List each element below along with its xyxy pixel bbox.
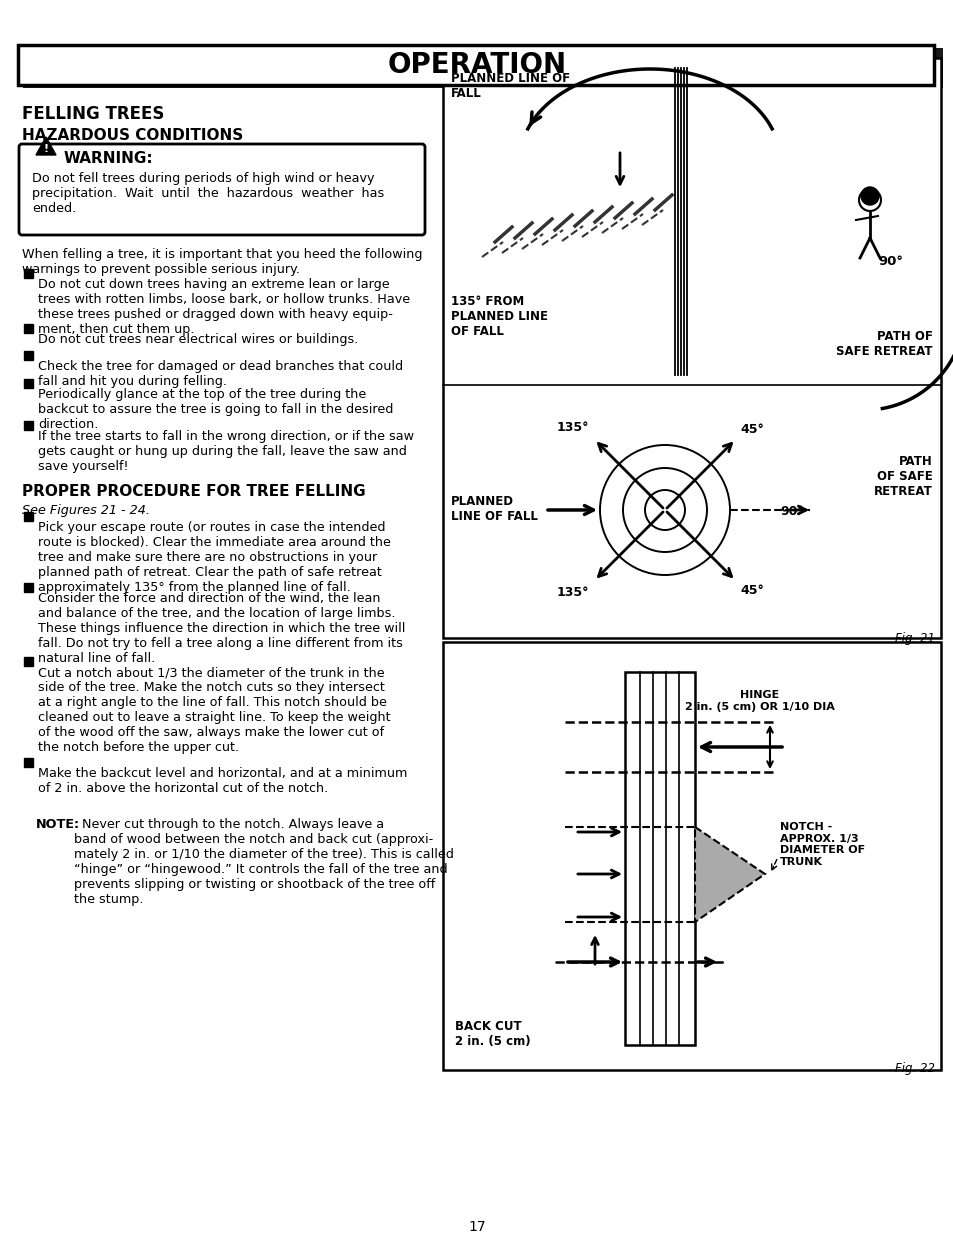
Text: !: ! — [44, 144, 49, 154]
Text: Never cut through to the notch. Always leave a
band of wood between the notch an: Never cut through to the notch. Always l… — [74, 818, 454, 906]
Polygon shape — [24, 583, 33, 592]
Polygon shape — [24, 421, 33, 430]
FancyBboxPatch shape — [23, 48, 942, 88]
Polygon shape — [695, 827, 764, 923]
Polygon shape — [24, 269, 33, 278]
Text: NOTE:: NOTE: — [36, 818, 80, 831]
Polygon shape — [24, 324, 33, 333]
Text: Pick your escape route (or routes in case the intended
route is blocked). Clear : Pick your escape route (or routes in cas… — [38, 521, 391, 594]
Polygon shape — [24, 379, 33, 388]
Text: Fig. 22: Fig. 22 — [894, 1062, 934, 1074]
Polygon shape — [24, 513, 33, 521]
Text: See Figures 21 - 24.: See Figures 21 - 24. — [22, 504, 150, 517]
Text: Periodically glance at the top of the tree during the
backcut to assure the tree: Periodically glance at the top of the tr… — [38, 388, 393, 431]
Circle shape — [858, 189, 880, 211]
Text: HAZARDOUS CONDITIONS: HAZARDOUS CONDITIONS — [22, 128, 243, 143]
Text: BACK CUT
2 in. (5 cm): BACK CUT 2 in. (5 cm) — [455, 1020, 530, 1049]
Text: 17: 17 — [468, 1220, 485, 1234]
Text: Cut a notch about 1/3 the diameter of the trunk in the
side of the tree. Make th: Cut a notch about 1/3 the diameter of th… — [38, 666, 390, 755]
Polygon shape — [24, 758, 33, 767]
Text: Do not fell trees during periods of high wind or heavy
precipitation.  Wait  unt: Do not fell trees during periods of high… — [32, 172, 384, 215]
Text: 45°: 45° — [740, 584, 763, 597]
Polygon shape — [36, 137, 56, 156]
Text: Check the tree for damaged or dead branches that could
fall and hit you during f: Check the tree for damaged or dead branc… — [38, 359, 403, 388]
Text: FELLING TREES: FELLING TREES — [22, 105, 164, 124]
Polygon shape — [24, 657, 33, 666]
Text: WARNING:: WARNING: — [64, 151, 153, 165]
Text: 135°: 135° — [557, 585, 589, 599]
Text: Consider the force and direction of the wind, the lean
and balance of the tree, : Consider the force and direction of the … — [38, 592, 405, 664]
Text: PATH OF
SAFE RETREAT: PATH OF SAFE RETREAT — [836, 330, 932, 358]
Text: PLANNED LINE OF
FALL: PLANNED LINE OF FALL — [451, 72, 570, 100]
Text: If the tree starts to fall in the wrong direction, or if the saw
gets caught or : If the tree starts to fall in the wrong … — [38, 430, 414, 473]
Text: HINGE
2 in. (5 cm) OR 1/10 DIA: HINGE 2 in. (5 cm) OR 1/10 DIA — [684, 690, 834, 711]
Text: PATH
OF SAFE
RETREAT: PATH OF SAFE RETREAT — [873, 454, 932, 498]
Text: PLANNED
LINE OF FALL: PLANNED LINE OF FALL — [451, 495, 537, 522]
Text: Do not cut down trees having an extreme lean or large
trees with rotten limbs, l: Do not cut down trees having an extreme … — [38, 278, 410, 336]
FancyBboxPatch shape — [442, 642, 940, 1070]
Text: 90°: 90° — [877, 254, 902, 268]
Text: Do not cut trees near electrical wires or buildings.: Do not cut trees near electrical wires o… — [38, 333, 358, 346]
Text: NOTCH -
APPROX. 1/3
DIAMETER OF
TRUNK: NOTCH - APPROX. 1/3 DIAMETER OF TRUNK — [780, 823, 864, 867]
Polygon shape — [24, 351, 33, 359]
Text: OPERATION: OPERATION — [387, 51, 566, 79]
Text: When felling a tree, it is important that you heed the following
warnings to pre: When felling a tree, it is important tha… — [22, 248, 422, 275]
Text: Fig. 21: Fig. 21 — [894, 632, 934, 645]
FancyBboxPatch shape — [18, 44, 933, 85]
Text: 90°: 90° — [780, 505, 803, 517]
Text: 135° FROM
PLANNED LINE
OF FALL: 135° FROM PLANNED LINE OF FALL — [451, 295, 547, 338]
FancyBboxPatch shape — [19, 144, 424, 235]
Text: Make the backcut level and horizontal, and at a minimum
of 2 in. above the horiz: Make the backcut level and horizontal, a… — [38, 767, 407, 795]
Text: PROPER PROCEDURE FOR TREE FELLING: PROPER PROCEDURE FOR TREE FELLING — [22, 484, 365, 499]
FancyBboxPatch shape — [442, 58, 940, 638]
Circle shape — [861, 186, 878, 205]
Text: 135°: 135° — [557, 421, 589, 435]
Text: 45°: 45° — [740, 424, 763, 436]
